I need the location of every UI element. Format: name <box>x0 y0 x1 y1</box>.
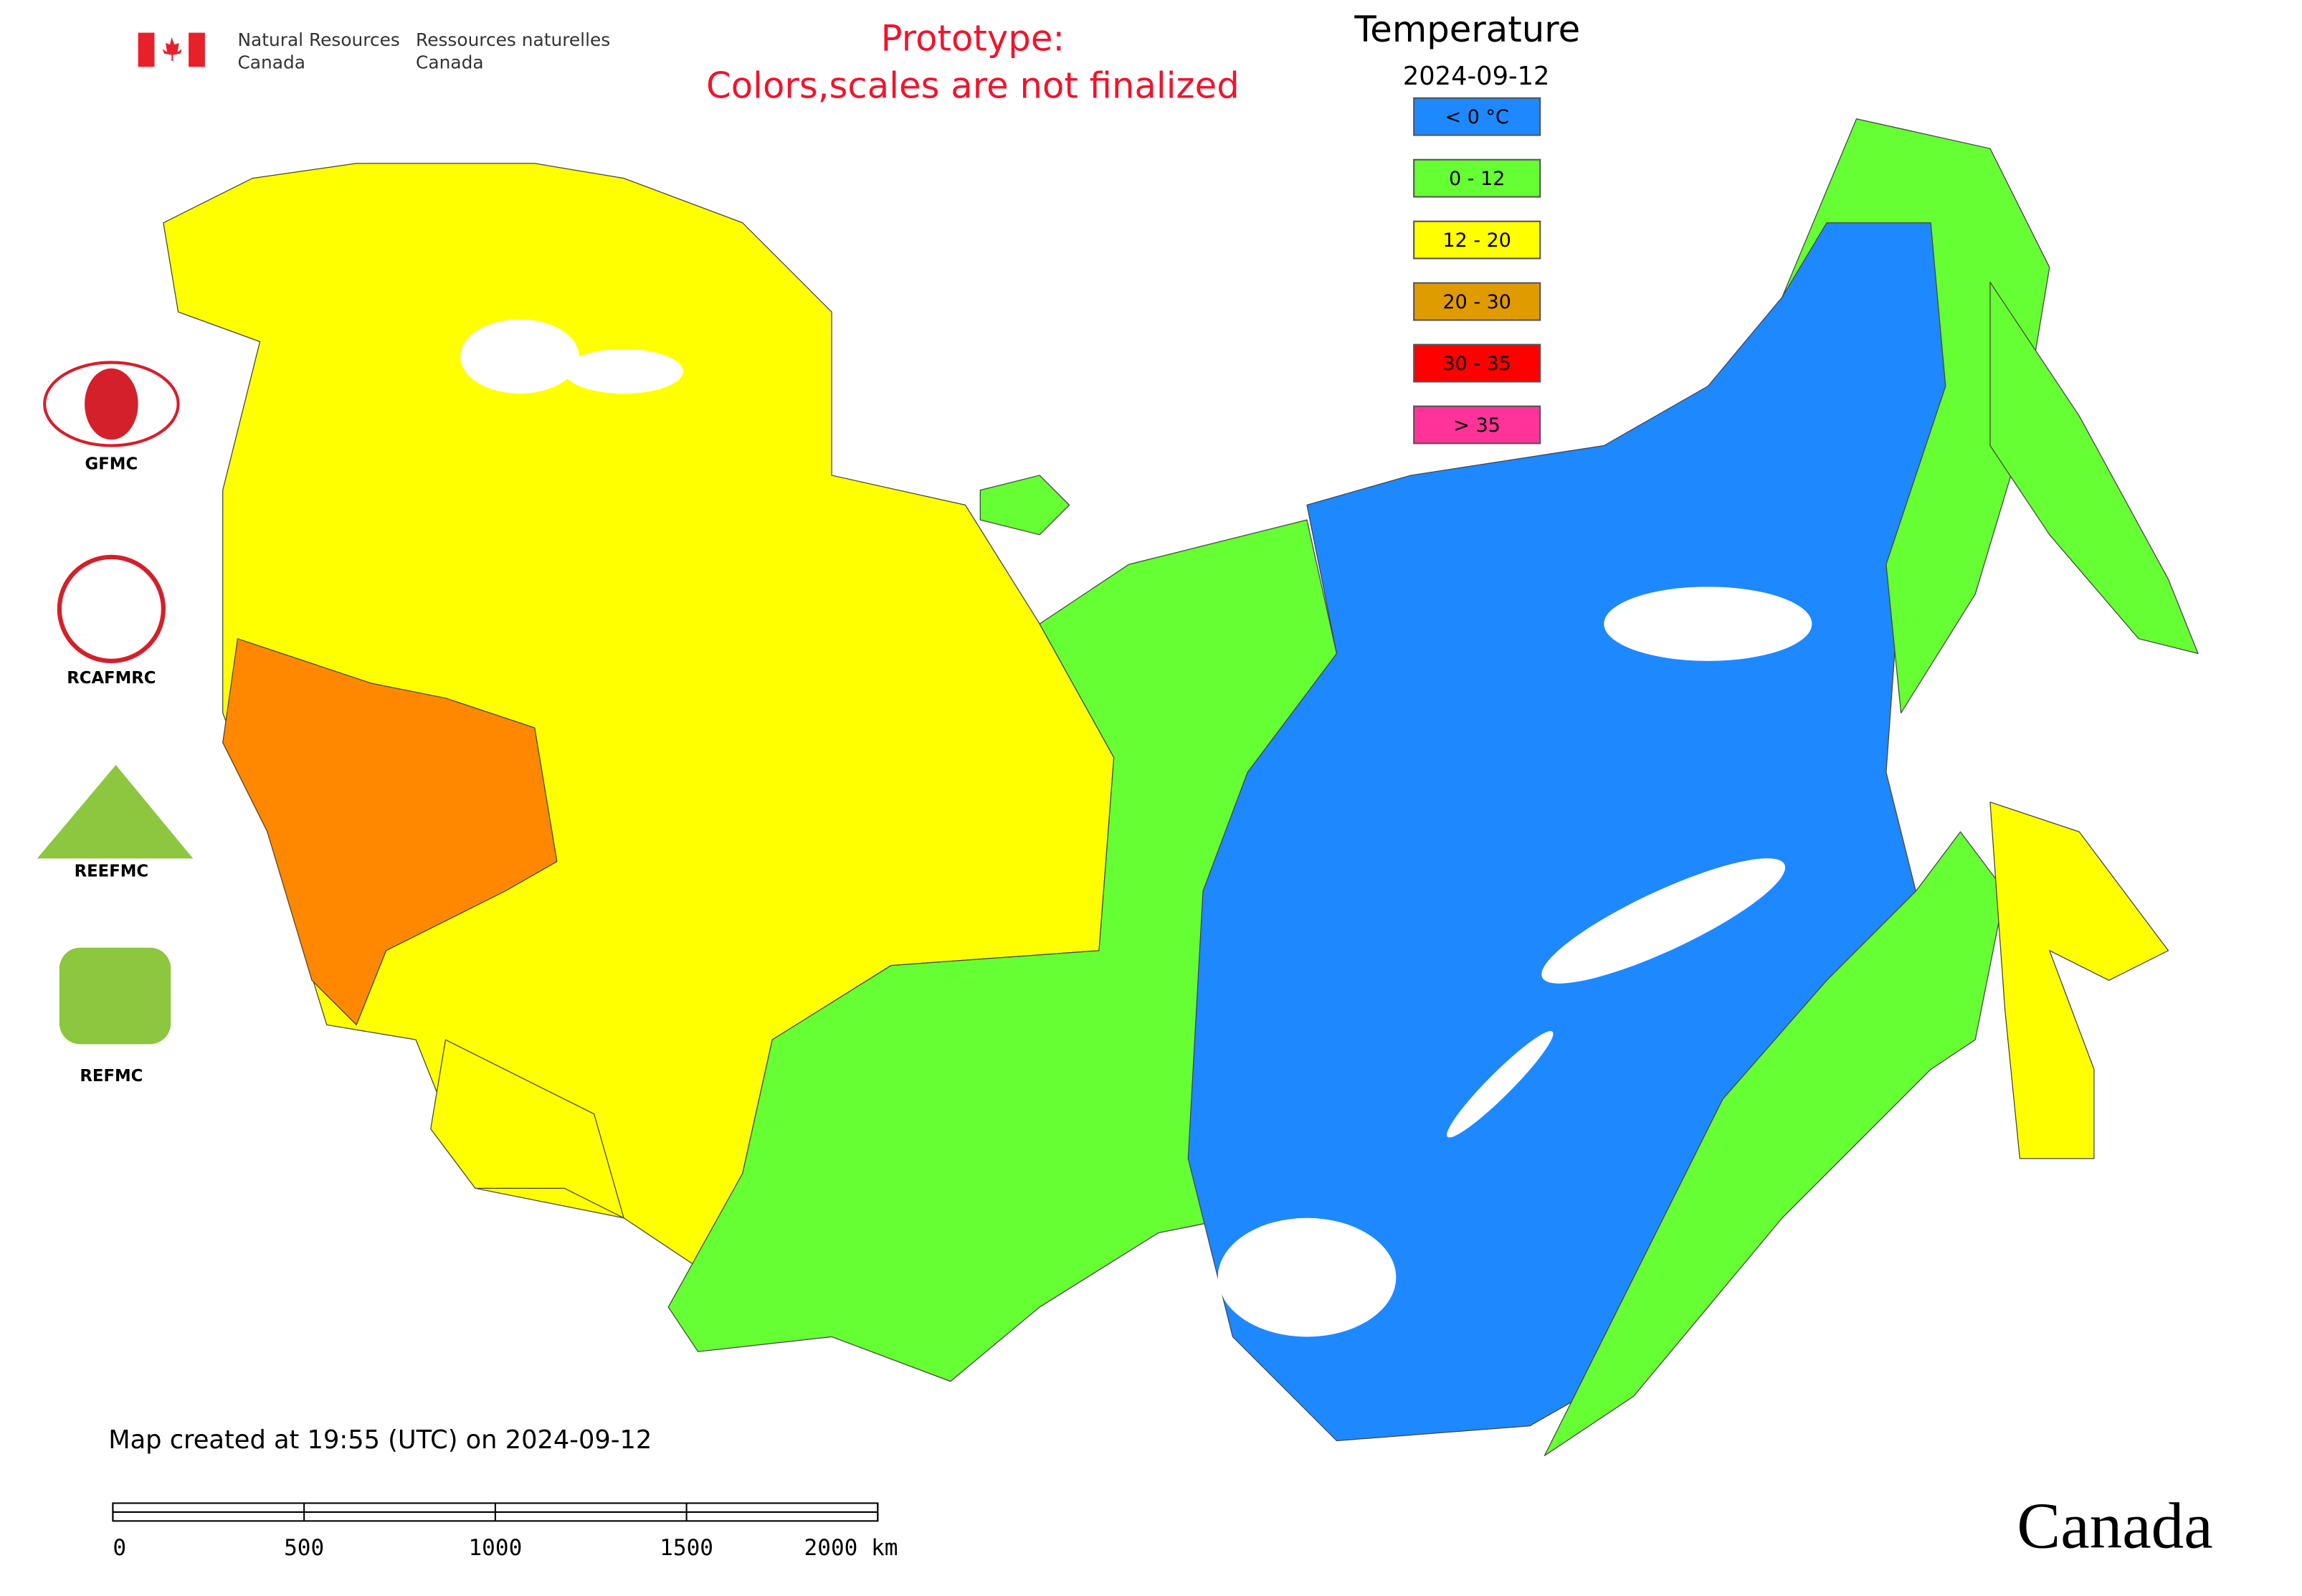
prototype-notice: Colors,scales are not finalized <box>706 65 1240 107</box>
scale-label: 1000 <box>468 1535 522 1561</box>
logo-icon <box>59 947 171 1045</box>
creation-note: Map created at 19:55 (UTC) on 2024-09-12 <box>108 1425 652 1455</box>
legend-swatch <box>1413 282 1541 321</box>
legend-label: < 0 °C <box>1445 106 1509 128</box>
logos: GFMC RCAFMRC REEFMC REFMC <box>37 361 194 1086</box>
logo-label: REFMC <box>80 1067 143 1086</box>
logo-icon <box>57 554 166 664</box>
prototype-notice: Prototype: <box>881 17 1065 59</box>
logo-icon <box>43 361 180 447</box>
legend-label: 0 - 12 <box>1449 168 1505 190</box>
legend: Temperature 2024-09-12 < 0 °C 0 - 12 12 - … <box>1354 9 1580 445</box>
logo-icon <box>37 764 194 859</box>
scale-label: 1500 <box>660 1535 713 1561</box>
legend-label: > 35 <box>1454 414 1500 437</box>
legend-title: Temperature <box>1354 9 1580 50</box>
canada-wordmark: Canada <box>2017 1490 2212 1562</box>
scale-bar: 0 500 1000 1500 2000 km <box>112 1502 898 1561</box>
logo-label: GFMC <box>85 455 138 474</box>
legend-swatch <box>1413 220 1541 260</box>
legend-label: 30 - 35 <box>1443 353 1511 375</box>
legend-swatch <box>1413 405 1541 445</box>
logo-icon <box>85 368 138 440</box>
map <box>163 118 2199 1456</box>
legend-date: 2024-09-12 <box>1403 62 1550 91</box>
legend-swatch <box>1413 343 1541 383</box>
logo-label: REEFMC <box>75 862 149 880</box>
agency-fr: Canada <box>416 52 484 72</box>
scale-label: 500 <box>284 1535 324 1561</box>
scale-label: 2000 km <box>804 1535 898 1561</box>
legend-swatch <box>1413 158 1541 198</box>
gc-signature: Natural Resources Canada Ressources natu… <box>138 29 610 72</box>
agency-fr: Ressources naturelles <box>416 29 610 50</box>
logo-label: RCAFMRC <box>67 669 156 688</box>
legend-label: 20 - 30 <box>1443 291 1511 313</box>
legend-label: 12 - 20 <box>1443 229 1511 252</box>
agency-en: Natural Resources <box>237 29 399 50</box>
scale-label: 0 <box>113 1535 126 1561</box>
agency-en: Canada <box>237 52 305 72</box>
legend-swatch <box>1413 97 1541 136</box>
